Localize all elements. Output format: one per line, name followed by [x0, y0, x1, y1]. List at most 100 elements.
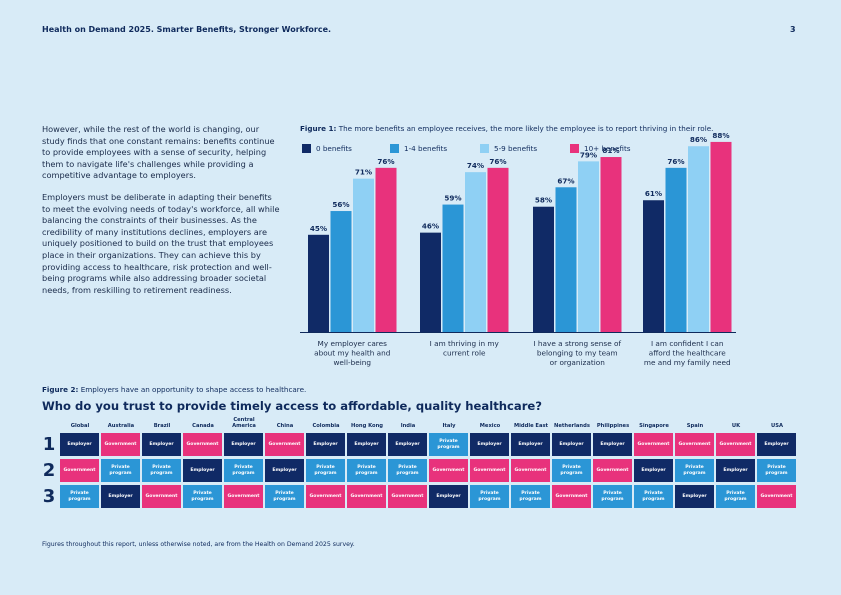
- chart-legend: 0 benefits 1-4 benefits 5-9 benefits 10+ be…: [302, 144, 732, 158]
- trust-cell-government: Government: [429, 459, 468, 482]
- legend-item: 10+ benefits: [570, 144, 631, 153]
- trust-cell-employer: Employer: [716, 459, 755, 482]
- category-label: I am thriving in my: [430, 339, 500, 348]
- country-column-header: Mexico: [479, 423, 501, 429]
- trust-cell-private-program: Private program: [60, 485, 99, 508]
- intro-text: However, while the rest of the world is …: [42, 124, 282, 306]
- trust-cell-government: Government: [511, 459, 550, 482]
- figure-1-label: Figure 1:: [300, 124, 337, 133]
- rank-number: 2: [42, 460, 56, 481]
- bar: [375, 167, 397, 332]
- trust-cell-employer: Employer: [60, 433, 99, 456]
- trust-cell-private-program: Private program: [306, 459, 345, 482]
- trust-cell-employer: Employer: [634, 459, 673, 482]
- bar-value-label: 88%: [712, 131, 729, 140]
- category-label: My employer cares: [318, 339, 388, 348]
- trust-cell-private-program: Private program: [265, 485, 304, 508]
- bar-value-label: 76%: [667, 157, 684, 166]
- country-column-header: Singapore: [639, 423, 669, 429]
- bar-value-label: 74%: [467, 161, 484, 170]
- bar: [420, 232, 441, 332]
- bar-value-label: 67%: [557, 176, 574, 185]
- trust-cell-government: Government: [101, 433, 140, 456]
- trust-cell-private-program: Private program: [429, 433, 468, 456]
- category-label: afford the healthcare: [649, 349, 727, 358]
- category-label: or organization: [550, 358, 605, 367]
- trust-cell-government: Government: [183, 433, 222, 456]
- bar-value-label: 61%: [645, 189, 662, 198]
- trust-cell-private-program: Private program: [101, 459, 140, 482]
- trust-cell-private-program: Private program: [347, 459, 386, 482]
- trust-cell-employer: Employer: [306, 433, 345, 456]
- trust-cell-private-program: Private program: [757, 459, 796, 482]
- page-number: 3: [790, 25, 796, 34]
- trust-cell-government: Government: [60, 459, 99, 482]
- legend-label: 5-9 benefits: [494, 144, 538, 153]
- trust-cell-employer: Employer: [429, 485, 468, 508]
- country-column-header: India: [400, 423, 416, 429]
- trust-cell-government: Government: [552, 485, 591, 508]
- figure-1-caption-text: The more benefits an employee receives, …: [338, 124, 714, 133]
- bar: [533, 206, 554, 332]
- category-label: I am confident I can: [651, 339, 724, 348]
- country-column-header: Global: [70, 423, 90, 429]
- category-label: me and my family need: [644, 358, 731, 367]
- country-column-header: UK: [731, 423, 741, 429]
- category-label: well-being: [333, 358, 371, 367]
- bar: [578, 161, 599, 332]
- legend-item: 5-9 benefits: [480, 144, 537, 153]
- trust-cell-government: Government: [716, 433, 755, 456]
- legend-swatch: [302, 144, 311, 153]
- country-column-header: Italy: [442, 423, 456, 429]
- trust-cell-employer: Employer: [224, 433, 263, 456]
- country-column-header: Australia: [107, 423, 135, 429]
- bar: [487, 167, 509, 332]
- country-column-header: Hong Kong: [350, 423, 384, 429]
- trust-cell-employer: Employer: [757, 433, 796, 456]
- trust-cell-employer: Employer: [470, 433, 509, 456]
- bar-value-label: 76%: [489, 157, 506, 166]
- category-label: current role: [443, 349, 486, 358]
- legend-swatch: [570, 144, 579, 153]
- legend-label: 0 benefits: [316, 144, 352, 153]
- trust-cell-private-program: Private program: [388, 459, 427, 482]
- country-column-header: China: [276, 423, 294, 429]
- country-column-header: Canada: [192, 423, 214, 429]
- trust-cell-employer: Employer: [347, 433, 386, 456]
- trust-cell-government: Government: [306, 485, 345, 508]
- trust-cell-employer: Employer: [552, 433, 591, 456]
- trust-cell-employer: Employer: [675, 485, 714, 508]
- legend-label: 1-4 benefits: [404, 144, 448, 153]
- trust-cell-private-program: Private program: [634, 485, 673, 508]
- bar: [665, 167, 687, 332]
- country-column-header: USA: [771, 423, 783, 429]
- bar-value-label: 56%: [332, 200, 349, 209]
- bar: [600, 157, 622, 332]
- trust-cell-private-program: Private program: [593, 485, 632, 508]
- country-column-header: Spain: [686, 423, 704, 429]
- trust-cell-government: Government: [593, 459, 632, 482]
- bar: [710, 141, 732, 332]
- bar-value-label: 45%: [310, 224, 327, 233]
- trust-cell-government: Government: [388, 485, 427, 508]
- bar-value-label: 59%: [444, 194, 461, 203]
- legend-swatch: [480, 144, 489, 153]
- bar: [330, 211, 352, 332]
- trust-cell-government: Government: [265, 433, 304, 456]
- trust-cell-private-program: Private program: [552, 459, 591, 482]
- bar: [465, 172, 486, 332]
- figure-2-label: Figure 2:: [42, 385, 79, 394]
- footnote: Figures throughout this report, unless o…: [42, 541, 355, 548]
- figure-2-caption-text: Employers have an opportunity to shape a…: [80, 385, 307, 394]
- rank-number: 3: [42, 486, 56, 507]
- trust-cell-private-program: Private program: [675, 459, 714, 482]
- trust-cell-employer: Employer: [183, 459, 222, 482]
- bar-value-label: 58%: [535, 196, 552, 205]
- trust-cell-private-program: Private program: [470, 485, 509, 508]
- legend-item: 0 benefits: [302, 144, 352, 153]
- bar-value-label: 86%: [690, 135, 707, 144]
- trust-cell-private-program: Private program: [511, 485, 550, 508]
- country-column-header: Colombia: [312, 423, 340, 429]
- trust-cell-employer: Employer: [593, 433, 632, 456]
- trust-cell-private-program: Private program: [716, 485, 755, 508]
